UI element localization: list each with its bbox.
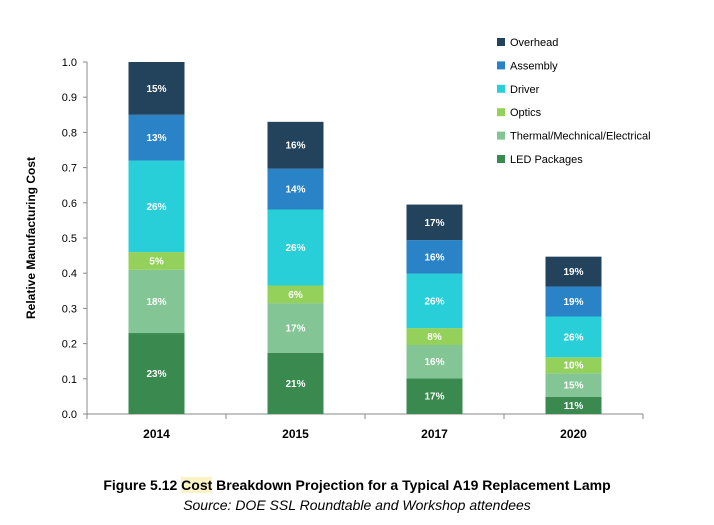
- legend-item: Driver: [497, 84, 540, 96]
- bar-segment: [128, 62, 185, 115]
- bar-segment: [267, 121, 324, 169]
- bar-segment: [267, 209, 324, 286]
- legend-item: Assembly: [497, 60, 558, 72]
- y-axis: 0.0 0.1 0.2 0.3 0.4 0.5 0.6 0.7 0.8 0.9 1.0: [62, 57, 88, 421]
- x-axis: 2014 2015 2017 2020: [86, 413, 644, 441]
- legend-swatch: [497, 155, 505, 163]
- y-tick-label: 1.0: [62, 57, 77, 69]
- bar-segment: [545, 373, 602, 397]
- bar-segment: [406, 345, 463, 379]
- y-tick-label: 0.1: [62, 374, 77, 386]
- bar-segment: [406, 240, 463, 274]
- bar-stack-2020: 11% 15% 10% 26% 19% 19%: [545, 256, 602, 414]
- legend-label: Thermal/Mechnical/Electrical: [510, 131, 651, 143]
- y-tick-label: 0.4: [62, 268, 77, 280]
- segment-data-label: 21%: [285, 379, 305, 390]
- legend-label: Optics: [510, 107, 542, 119]
- figure-label: Figure 5.12: [103, 477, 182, 493]
- segment-data-label: 16%: [424, 252, 444, 263]
- segment-data-label: 26%: [285, 243, 305, 254]
- bar-stack-2014: 23% 18% 5% 26% 13% 15%: [128, 62, 185, 414]
- y-tick-label: 0.7: [62, 163, 77, 175]
- segment-data-label: 11%: [564, 401, 584, 412]
- segment-data-label: 6%: [288, 290, 303, 301]
- legend-item: Overhead: [497, 37, 558, 49]
- bar-stack-2017: 17% 16% 8% 26% 16% 17%: [406, 204, 463, 414]
- figure-title: Breakdown Projection for a Typical A19 R…: [212, 477, 611, 493]
- segment-data-label: 16%: [424, 357, 444, 368]
- bar-segment: [267, 303, 324, 353]
- legend-item: Thermal/Mechnical/Electrical: [497, 131, 651, 143]
- segment-data-label: 26%: [424, 296, 444, 307]
- y-tick-label: 0.9: [62, 92, 77, 104]
- bar-segment: [406, 328, 463, 346]
- bar-segment: [545, 396, 602, 414]
- segment-data-label: 17%: [424, 218, 444, 229]
- segment-data-label: 5%: [149, 256, 164, 267]
- segment-data-label: 23%: [146, 369, 166, 380]
- bar-segment: [406, 378, 463, 414]
- y-tick-label: 0.3: [62, 303, 77, 315]
- bar-segment: [406, 273, 463, 329]
- segment-data-label: 8%: [427, 332, 442, 343]
- legend-label: Assembly: [510, 60, 558, 72]
- bar-segment: [545, 256, 602, 287]
- segment-data-label: 17%: [424, 392, 444, 403]
- y-tick-label: 0.8: [62, 127, 77, 139]
- bar-segment: [545, 286, 602, 317]
- legend-swatch: [497, 131, 505, 140]
- figure-source: Source: DOE SSL Roundtable and Workshop …: [183, 497, 531, 513]
- bar-segment: [128, 160, 185, 253]
- x-tick-label: 2015: [282, 427, 309, 441]
- segment-data-label: 10%: [563, 361, 583, 372]
- bar-segment: [406, 204, 463, 241]
- bar-segment: [545, 316, 602, 358]
- stacked-bar-chart: 0.00.10.20.30.40.50.60.70.80.91.0 2014 20…: [24, 37, 651, 441]
- segment-data-label: 15%: [563, 380, 583, 391]
- bar-segment: [128, 114, 185, 161]
- segment-data-label: 26%: [563, 332, 583, 343]
- y-tick-label: 0.5: [62, 233, 77, 245]
- figure-caption: Figure 5.12 Cost Breakdown Projection fo…: [0, 477, 714, 493]
- legend-label: Driver: [510, 84, 540, 96]
- legend-swatch: [497, 84, 505, 93]
- bar-segment: [267, 285, 324, 304]
- segment-data-label: 13%: [146, 133, 166, 144]
- y-tick-label: 0.6: [62, 198, 77, 210]
- segment-data-label: 17%: [285, 323, 305, 334]
- legend-item: LED Packages: [497, 154, 583, 166]
- bar-segment: [267, 352, 324, 414]
- segment-data-label: 26%: [146, 202, 166, 213]
- legend-item: Optics: [497, 107, 542, 119]
- y-axis-title: Relative Manufacturing Cost: [24, 157, 38, 319]
- y-tick-label: 0.2: [62, 339, 77, 351]
- segment-data-label: 19%: [563, 267, 583, 278]
- segment-data-label: 18%: [146, 297, 166, 308]
- x-tick-label: 2020: [560, 427, 587, 441]
- legend-swatch: [497, 108, 505, 117]
- legend-label: Overhead: [510, 37, 558, 49]
- y-tick-label: 0.0: [62, 409, 77, 421]
- bar-segment: [267, 168, 324, 210]
- bar-segment: [545, 357, 602, 374]
- segment-data-label: 16%: [285, 141, 305, 152]
- segment-data-label: 14%: [285, 185, 305, 196]
- highlighted-word: Cost: [181, 477, 213, 493]
- bar-segment: [128, 333, 185, 414]
- legend: Overhead Assembly Driver Optics Thermal/Mech…: [497, 37, 651, 166]
- segment-data-label: 19%: [563, 297, 583, 308]
- x-tick-label: 2017: [421, 427, 448, 441]
- legend-swatch: [497, 61, 505, 70]
- legend-swatch: [497, 38, 505, 46]
- bar-segment: [128, 252, 185, 270]
- legend-label: LED Packages: [510, 154, 583, 166]
- bars: 23% 18% 5% 26% 13% 15% 21% 17% 6% 26% 14% 16% 17% 16%…: [128, 62, 602, 414]
- x-tick-label: 2014: [143, 427, 170, 441]
- segment-data-label: 15%: [146, 84, 166, 95]
- bar-segment: [128, 269, 185, 334]
- bar-stack-2015: 21% 17% 6% 26% 14% 16%: [267, 121, 324, 414]
